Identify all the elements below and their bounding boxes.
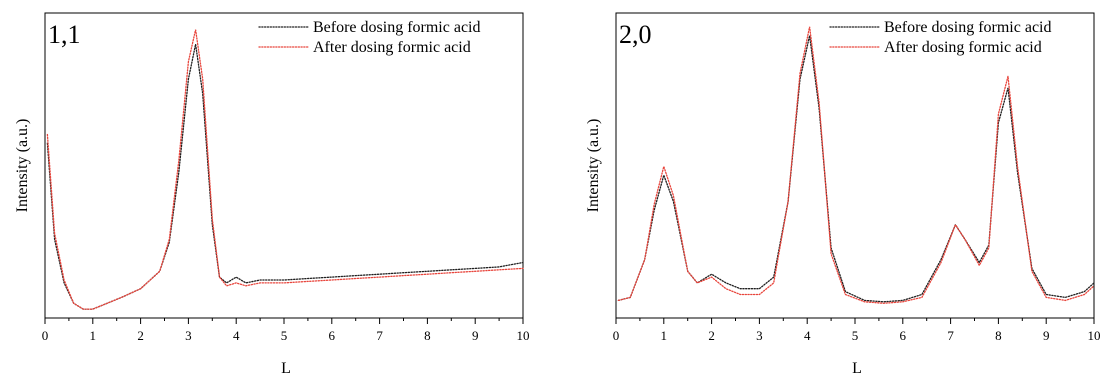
x-tick-label: 0 [613,328,620,343]
y-axis-label: Intensity (a.u.) [14,119,31,213]
x-tick-label: 6 [329,328,336,343]
x-tick-label: 1 [90,328,97,343]
x-tick-label: 2 [137,328,144,343]
legend-entry: After dosing formic acid [313,39,471,56]
x-tick-label: 0 [42,328,49,343]
chart-panel-1: 0 1 2 3 4 5 6 7 8 9 10 L Intensity (a.u.) 2,0 Before d… [585,12,1101,377]
x-tick-label: 8 [424,328,431,343]
y-axis-label: Intensity (a.u.) [585,119,602,213]
x-tick-label: 7 [947,328,954,343]
x-tick-label: 4 [233,328,240,343]
series-line-1 [617,26,1095,304]
x-axis-label: L [852,360,862,376]
panel-label: 1,1 [48,20,81,49]
x-tick-label: 9 [472,328,479,343]
x-tick-label: 3 [756,328,763,343]
chart-panel-0: 0 1 2 3 4 5 6 7 8 9 10 L Intensity (a.u.) 1,1 Before d… [14,12,530,377]
plot-frame [44,12,524,319]
x-tick-label: 9 [1043,328,1050,343]
panel-label: 2,0 [619,20,652,49]
x-tick-label: 2 [708,328,715,343]
x-axis-label: L [281,360,291,376]
x-tick-label: 7 [376,328,383,343]
x-tick-label: 8 [995,328,1002,343]
x-tick-label: 5 [281,328,288,343]
series-line-0 [46,44,524,310]
series-line-0 [617,35,1095,303]
legend-entry: Before dosing formic acid [313,19,481,36]
legend-entry: Before dosing formic acid [884,19,1052,36]
x-tick-label: 10 [517,328,530,343]
series-line-1 [46,29,524,310]
legend-entry: After dosing formic acid [884,39,1042,56]
x-tick-label: 6 [900,328,907,343]
x-tick-label: 4 [804,328,811,343]
x-tick-label: 3 [185,328,192,343]
x-tick-label: 1 [661,328,668,343]
x-tick-label: 5 [852,328,859,343]
x-tick-label: 10 [1088,328,1101,343]
